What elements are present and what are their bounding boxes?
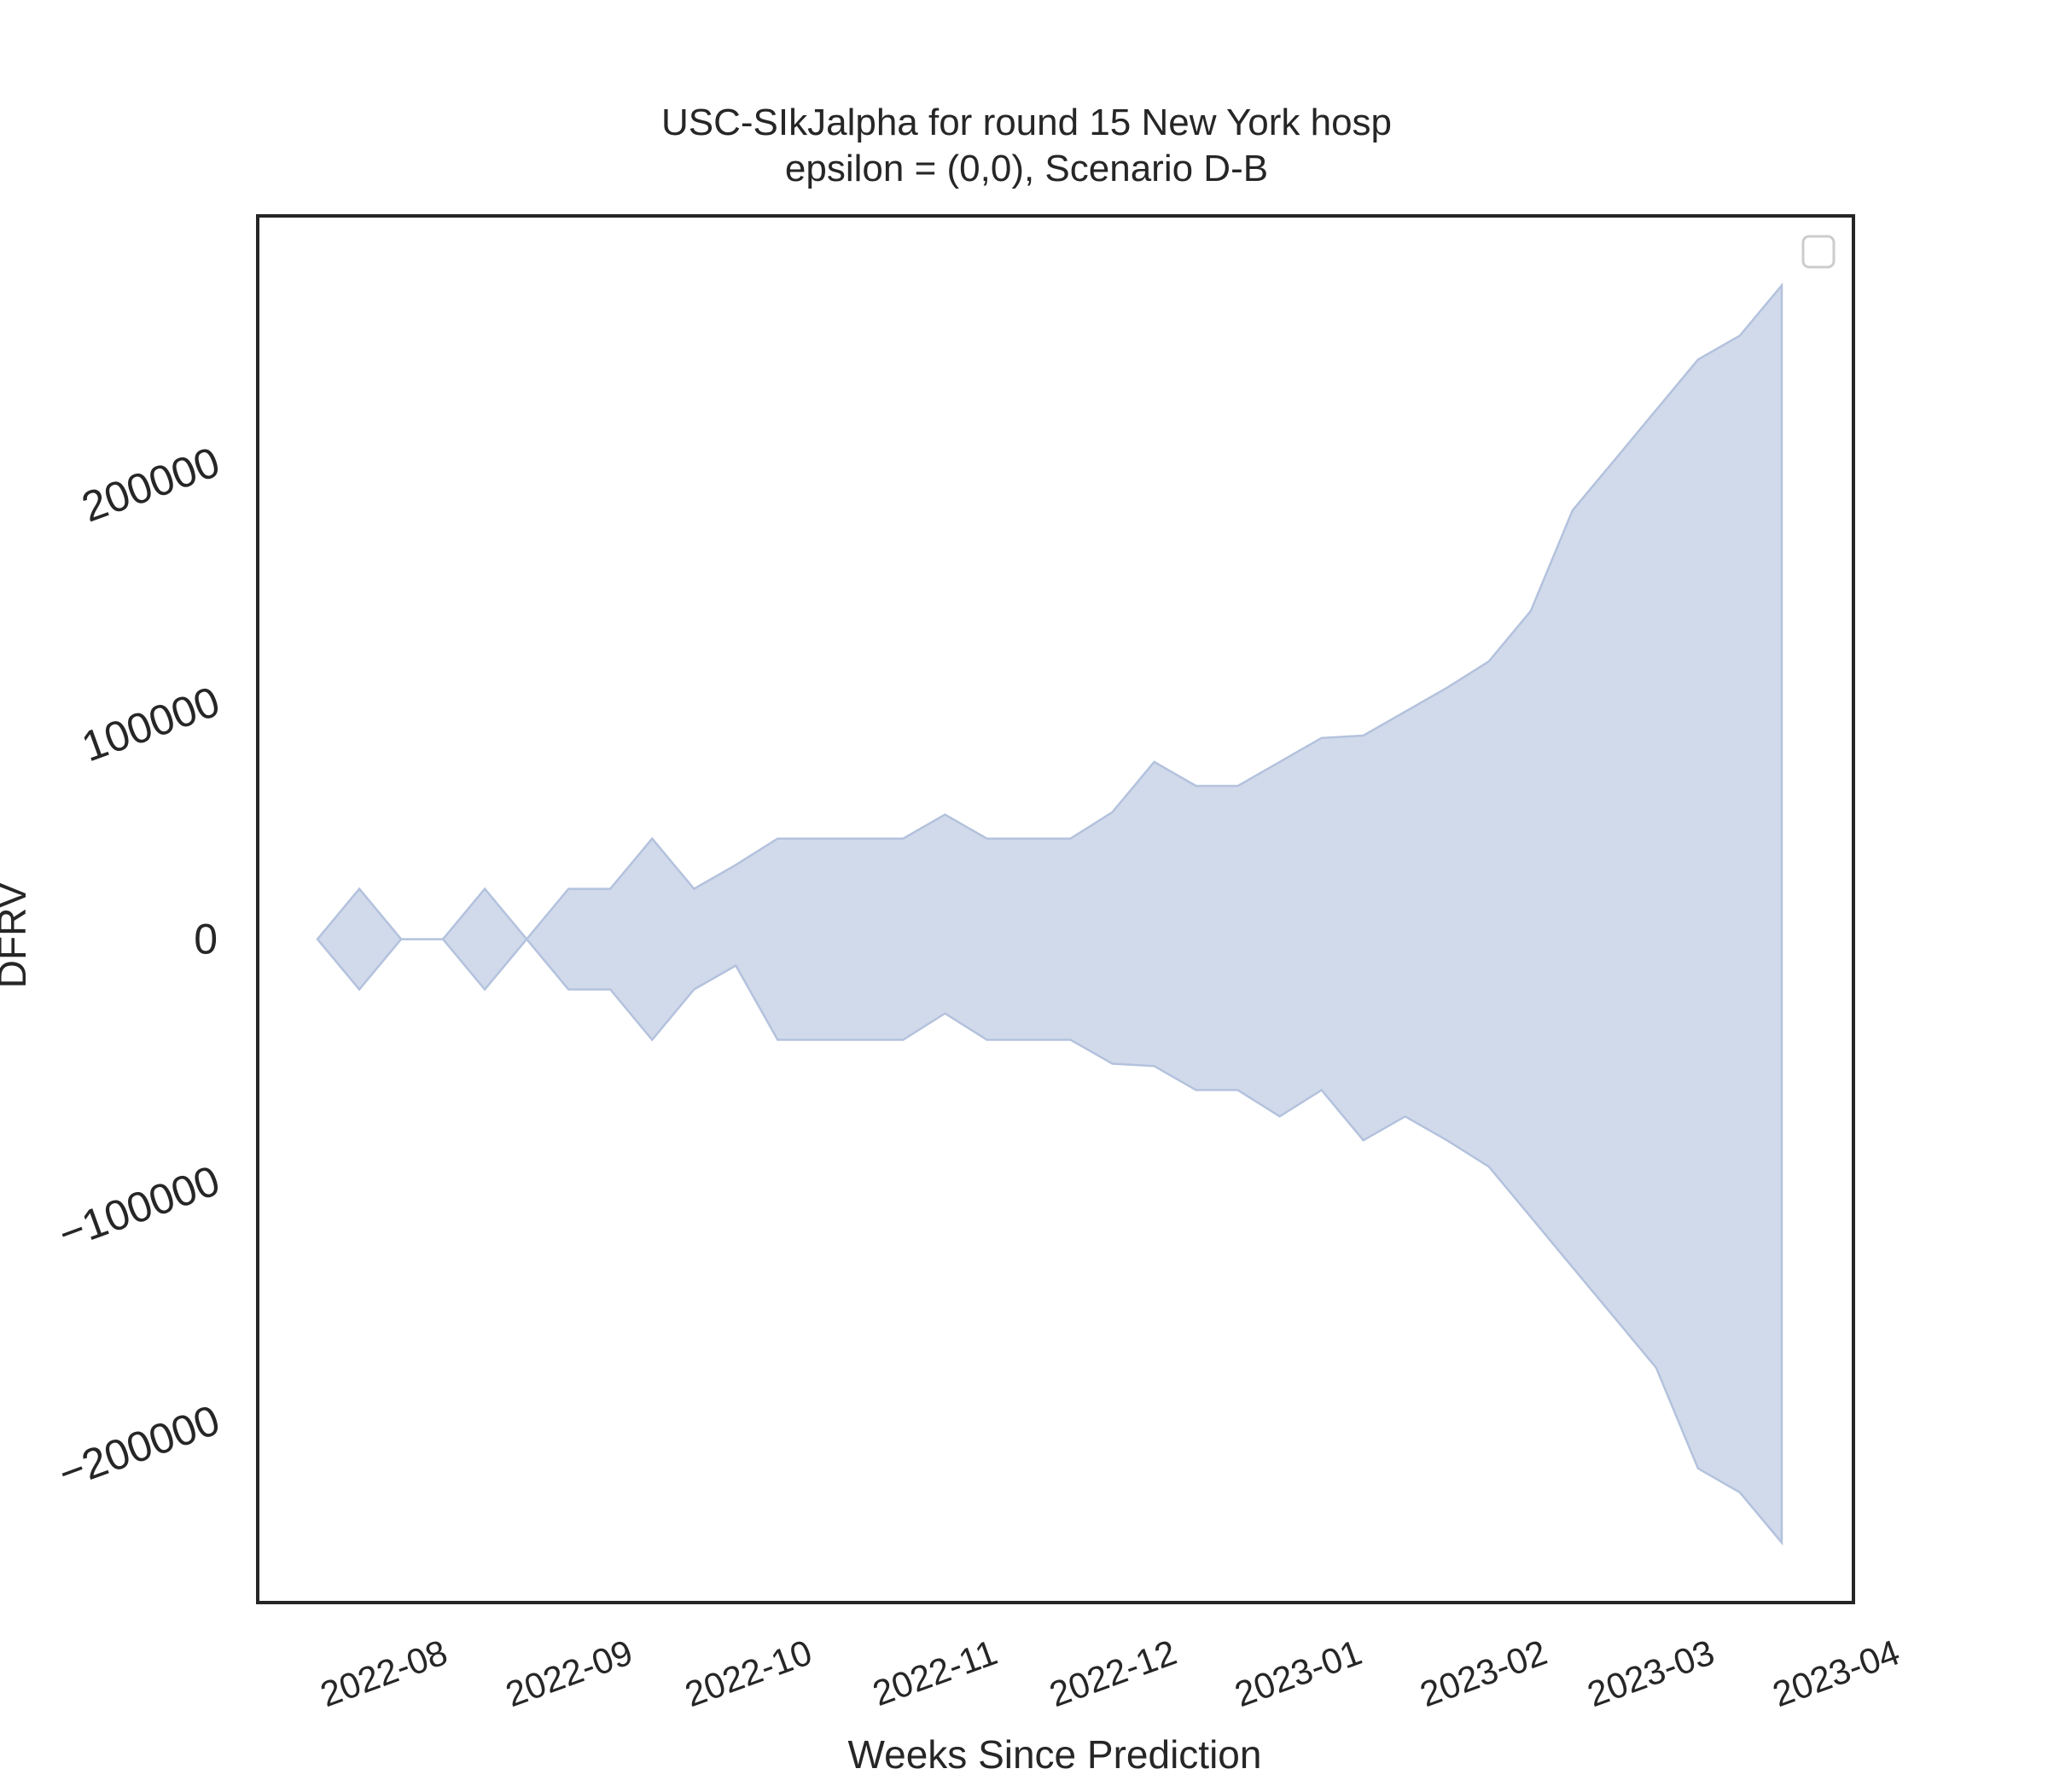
x-tick-label: 2022-11 <box>867 1632 1002 1713</box>
x-tick-label: 2022-09 <box>500 1632 637 1714</box>
chart-subtitle: epsilon = (0,0), Scenario D-B <box>785 148 1268 189</box>
x-axis-label: Weeks Since Prediction <box>848 1732 1262 1777</box>
x-axis-ticks: 2022-08 2022-09 2022-10 2022-11 2022-12 2023-… <box>315 1632 1905 1714</box>
plot-area <box>256 214 1855 1604</box>
x-tick-label: 2023-04 <box>1767 1632 1905 1714</box>
x-tick-label: 2023-03 <box>1582 1632 1719 1714</box>
y-tick-label: 0 <box>194 916 218 963</box>
x-tick-label: 2023-01 <box>1230 1632 1367 1714</box>
plot-frame <box>256 214 1855 1604</box>
x-tick-label: 2023-02 <box>1415 1632 1552 1714</box>
y-axis-ticks: 200000 100000 0 −100000 −200000 <box>52 438 225 1498</box>
y-tick-label: −200000 <box>52 1396 225 1498</box>
y-tick-label: 200000 <box>76 438 226 532</box>
x-tick-label: 2022-08 <box>315 1632 452 1714</box>
y-tick-label: −100000 <box>52 1156 225 1259</box>
x-tick-label: 2022-12 <box>1044 1632 1182 1714</box>
chart-title: USC-SIkJalpha for round 15 New York hosp <box>661 102 1392 143</box>
uncertainty-band <box>316 282 1783 1546</box>
x-tick-label: 2022-10 <box>679 1632 817 1714</box>
y-tick-label: 100000 <box>76 678 226 771</box>
y-axis-label: DFRV <box>0 881 34 988</box>
legend <box>1801 235 1836 269</box>
